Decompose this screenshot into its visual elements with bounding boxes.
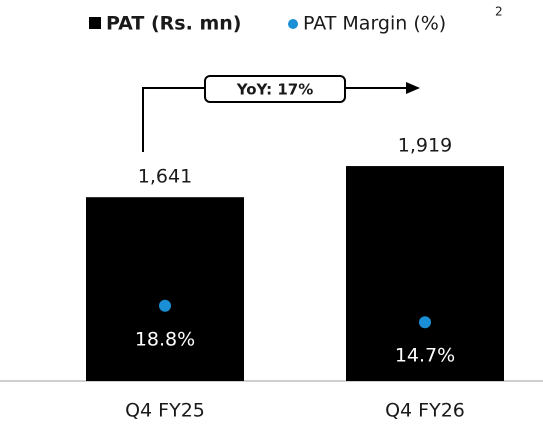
- annotation: YoY: 17%: [236, 81, 313, 99]
- x-tick-label: Q4 FY25: [125, 400, 205, 422]
- margin-dot: [419, 316, 431, 329]
- margin-dot: [159, 299, 171, 312]
- margin-label: 14.7%: [395, 345, 455, 367]
- bar: [86, 197, 244, 381]
- annotation-arrowhead: [406, 82, 420, 94]
- x-tick-label: Q4 FY26: [385, 400, 465, 422]
- legend-label: PAT Margin (%): [303, 13, 446, 35]
- margin-label: 18.8%: [135, 328, 195, 350]
- legend-swatch: [288, 19, 298, 29]
- value-label: 1,919: [398, 135, 452, 157]
- value-label: 1,641: [138, 166, 192, 188]
- bar: [346, 166, 504, 381]
- annotation-connector: [142, 87, 205, 152]
- legend-label: PAT (Rs. mn): [106, 13, 241, 35]
- legend-footnote: 2: [495, 5, 503, 19]
- legend-swatch: [89, 17, 101, 29]
